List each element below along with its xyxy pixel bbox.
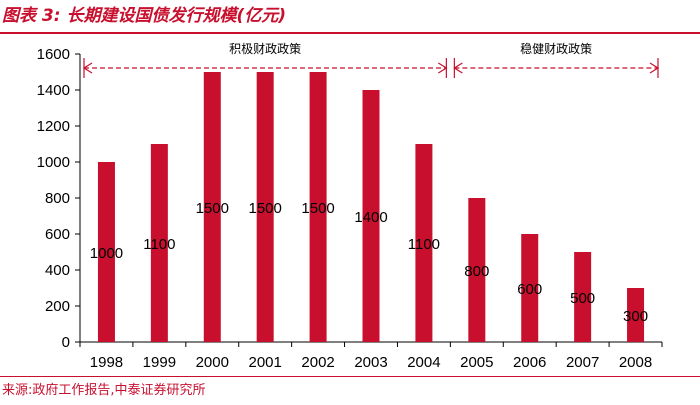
data-label: 1100: [143, 236, 175, 253]
source-note: 来源:政府工作报告,中泰证券研究所: [2, 383, 206, 398]
y-tick-label: 1200: [37, 118, 70, 135]
x-tick-label: 1999: [143, 354, 176, 371]
bar: [521, 234, 539, 342]
chart-axes: 0 200 400 600 800 1000 1200 1400 1600 1998 1999 200…: [37, 46, 663, 371]
bar: [627, 288, 645, 342]
data-label: 1400: [354, 209, 387, 226]
policy-label: 积极财政政策: [229, 42, 301, 56]
y-tick-label: 1000: [37, 154, 70, 171]
bar: [468, 198, 486, 342]
bar-series: [97, 72, 645, 342]
data-label: 300: [623, 308, 648, 325]
x-tick-label: 2002: [301, 354, 334, 371]
bar: [150, 144, 168, 342]
bar: [574, 252, 592, 342]
data-label: 1500: [301, 200, 334, 217]
x-tick-label: 2007: [566, 354, 599, 371]
policy-span: 稳健财政政策: [453, 41, 660, 78]
x-tick-label: 2008: [619, 354, 652, 371]
policy-label: 稳健财政政策: [520, 41, 592, 56]
policy-annotations: 积极财政政策 稳健财政政策: [82, 41, 660, 78]
data-label: 1100: [408, 236, 440, 253]
bar: [362, 90, 380, 342]
y-tick-label: 800: [45, 190, 70, 207]
y-tick-label: 0: [62, 334, 70, 351]
data-label: 600: [517, 281, 542, 298]
y-tick-label: 600: [45, 226, 70, 243]
y-tick-label: 200: [45, 298, 70, 315]
figure-title: 图表 3: 长期建设国债发行规模(亿元): [2, 6, 287, 26]
x-tick-label: 2004: [407, 354, 440, 371]
bar: [203, 72, 221, 342]
y-tick-label: 400: [45, 262, 70, 279]
y-tick-label: 1400: [37, 82, 70, 99]
data-labels: 1000 1100 1500 1500 1500 1400 1100 800 600 500 300: [90, 200, 648, 325]
data-label: 1500: [196, 200, 229, 217]
y-tick-label: 1600: [37, 46, 70, 63]
bar: [97, 162, 115, 342]
x-tick-label: 1998: [90, 354, 123, 371]
x-tick-label: 2001: [248, 354, 281, 371]
bar: [256, 72, 274, 342]
data-label: 800: [464, 263, 489, 280]
data-label: 500: [570, 290, 595, 307]
data-label: 1500: [248, 200, 281, 217]
data-label: 1000: [90, 245, 123, 262]
title-divider: [0, 32, 700, 34]
bar: [309, 72, 327, 342]
policy-span: 积极财政政策: [82, 42, 448, 78]
x-tick-label: 2000: [196, 354, 229, 371]
bar-chart: 积极财政政策 稳健财政政策 0 200 400 600 800 1000 1200 1400 16…: [37, 41, 663, 371]
source-divider: [0, 376, 700, 377]
bar: [415, 144, 433, 342]
x-tick-label: 2005: [460, 354, 493, 371]
x-tick-label: 2006: [513, 354, 546, 371]
x-tick-label: 2003: [354, 354, 387, 371]
